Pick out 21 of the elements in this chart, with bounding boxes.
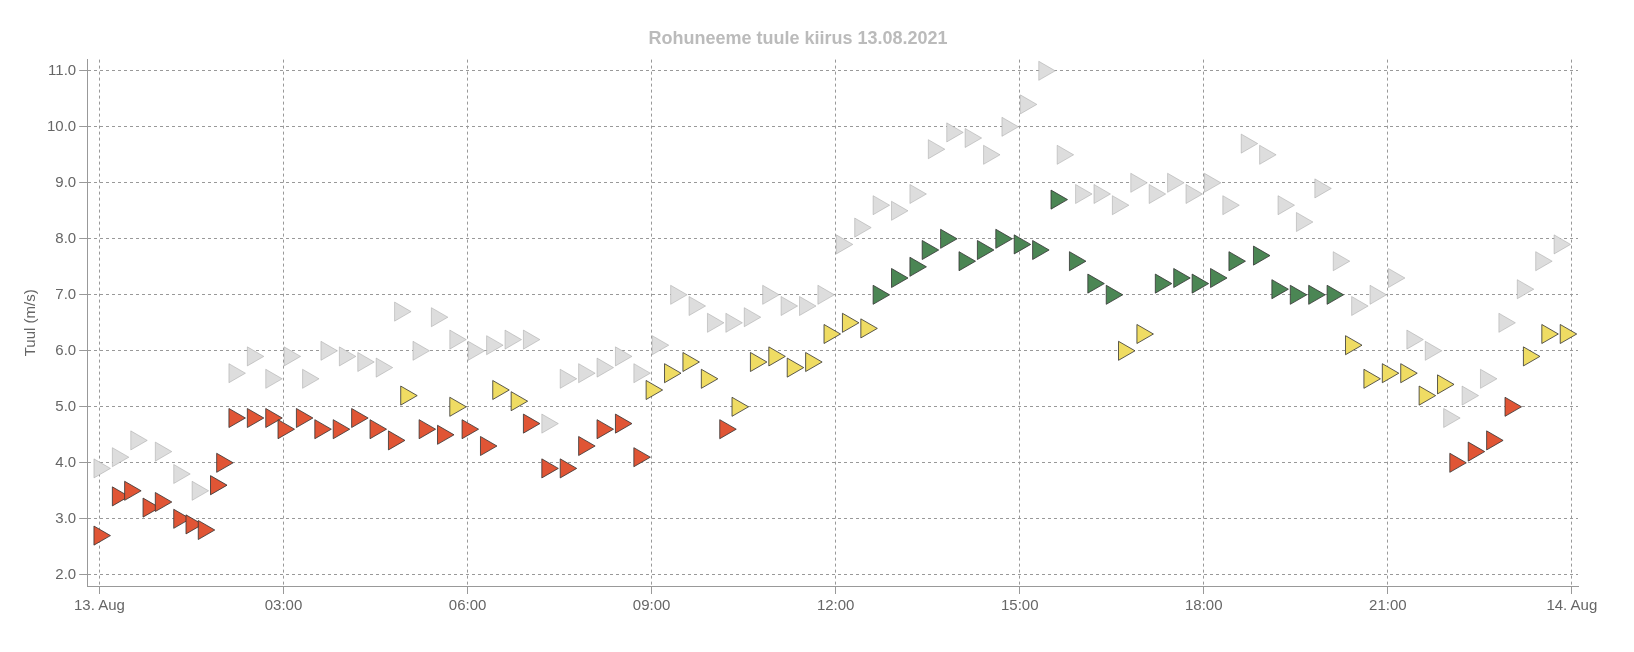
chart-title: Rohuneeme tuule kiirus 13.08.2021 [648,27,948,48]
x-tick-label: 18:00 [1184,596,1223,614]
x-tick-label: 13. Aug [74,596,125,614]
y-tick-label: 2.0 [55,564,77,582]
y-tick-label: 3.0 [55,508,77,526]
x-tick-label: 06:00 [448,596,487,614]
x-tick-label: 09:00 [632,596,671,614]
y-tick-label: 6.0 [55,340,77,358]
y-tick-label: 10.0 [46,116,77,134]
x-tick-label: 12:00 [816,596,855,614]
x-tick-label: 03:00 [264,596,303,614]
y-tick-label: 9.0 [55,172,77,190]
y-tick-label: 11.0 [48,60,77,78]
y-tick-label: 5.0 [55,396,77,414]
y-tick-label: 8.0 [55,228,77,246]
y-tick-label: 7.0 [55,284,77,302]
y-tick-label: 4.0 [55,452,77,470]
y-axis-title: Tuul (m/s) [21,289,39,357]
x-tick-label: 14. Aug [1546,596,1598,614]
x-tick-label: 15:00 [1000,596,1039,614]
x-tick-label: 21:00 [1369,596,1407,614]
